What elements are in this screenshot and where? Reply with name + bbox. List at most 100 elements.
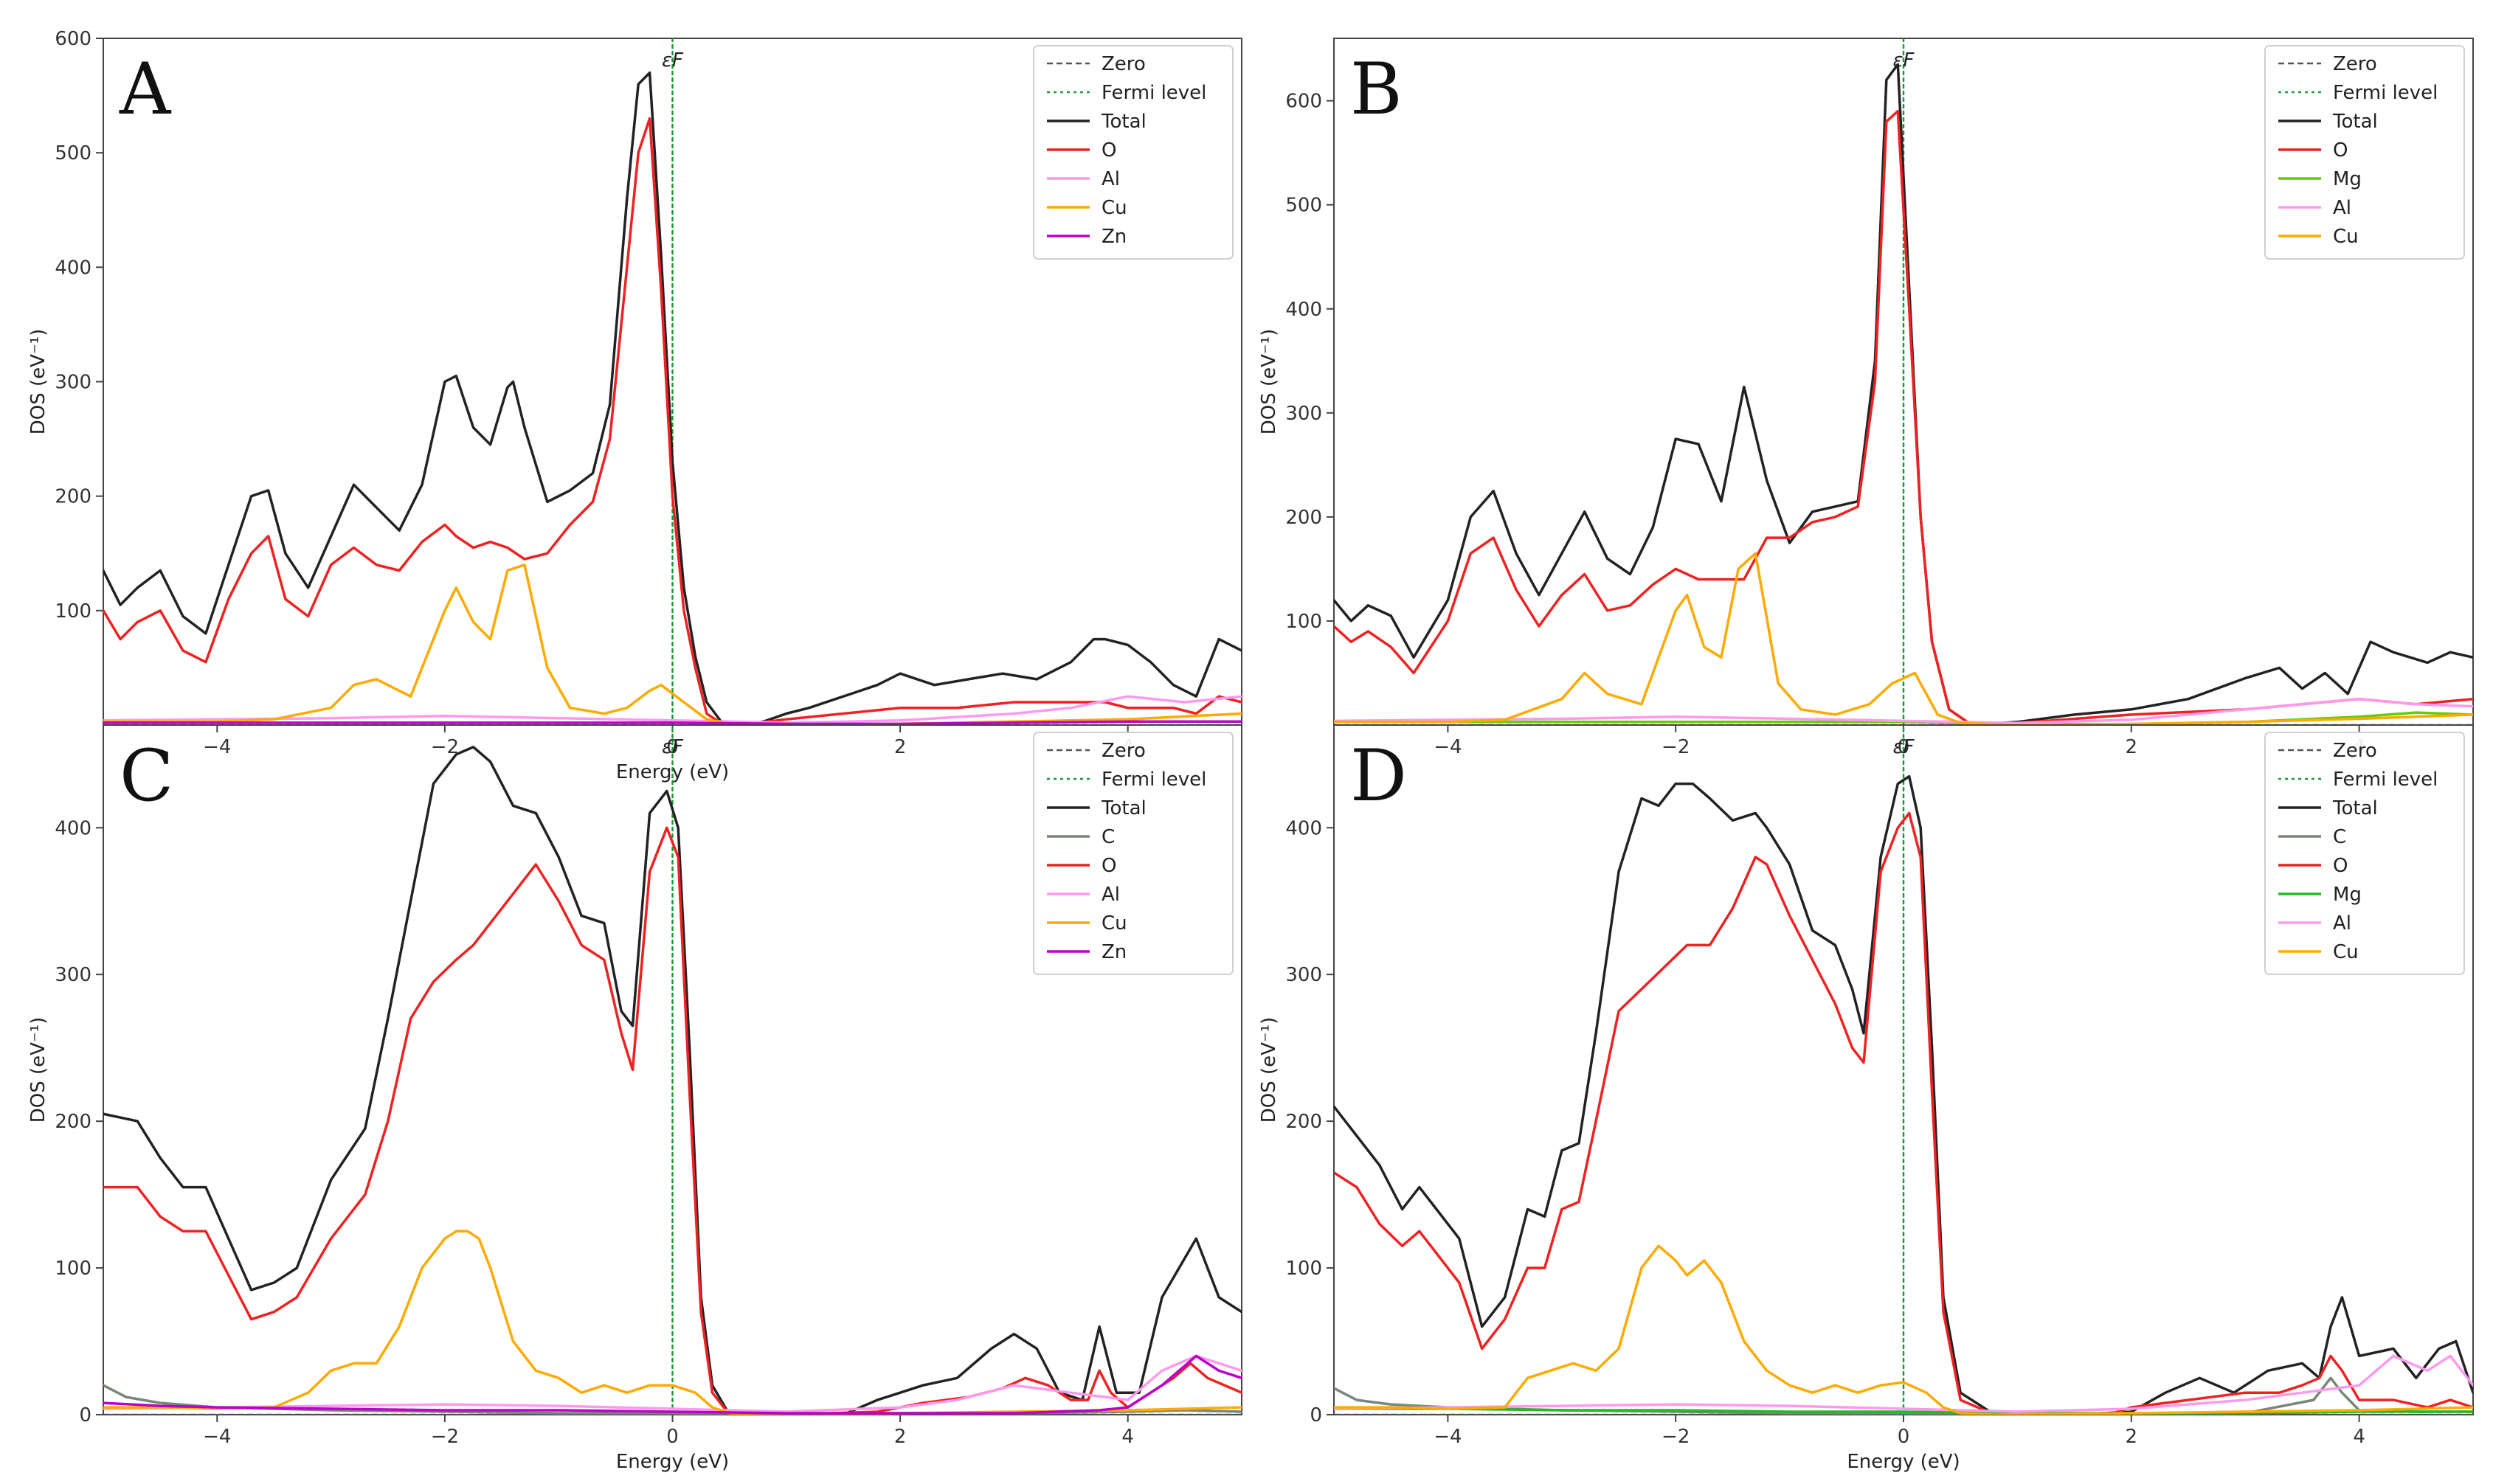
panel-d-fermi-label: εF — [1892, 736, 1915, 758]
panel-d-xtick-label: 2 — [2126, 1426, 2138, 1448]
panel-c-legend-label-al: Al — [1102, 884, 1120, 906]
panel-c: −4 −2 0 2 4 0 100 200 300 400 DOS (eV⁻¹) Energy (eV… — [27, 724, 1242, 1473]
panel-a-ytick-label: 300 — [55, 372, 91, 394]
panel-d-legend-label-zero: Zero — [2333, 740, 2377, 762]
panel-c-xtick-label: 0 — [666, 1426, 679, 1448]
panel-b-legend-label-mg: Mg — [2333, 168, 2362, 190]
panel-d-xtick-label: −2 — [1662, 1426, 1690, 1448]
panel-c-legend-label-total: Total — [1101, 797, 1147, 819]
panel-a-legend-label-fermi-level: Fermi level — [1102, 82, 1206, 104]
panel-c-ylabel: DOS (eV⁻¹) — [27, 1017, 49, 1123]
panel-b-series-group — [1334, 38, 2473, 725]
panel-b-legend: Zero Fermi level Total O Mg Al Cu — [2264, 45, 2465, 260]
panel-d-ytick-label: 0 — [1310, 1404, 1322, 1426]
panel-a: −4−2024100200300400500600DOS (eV⁻¹)Energ… — [27, 28, 1242, 783]
panel-c-ytick-label: 400 — [55, 817, 91, 839]
panel-a-legend: Zero Fermi level Total O Al Cu Zn — [1033, 45, 1234, 260]
panel-c-legend-box — [1033, 732, 1234, 975]
panel-d-series-cu — [1334, 1244, 2473, 1415]
panel-c-ytick-label: 300 — [55, 964, 91, 986]
panel-d-series-o — [1334, 811, 2473, 1415]
panel-a-letter: A — [119, 48, 172, 131]
panel-c-xtick-label: −2 — [431, 1426, 459, 1448]
panel-b-legend-label-total: Total — [2332, 111, 2378, 133]
panel-a-legend-label-zn: Zn — [1102, 226, 1127, 248]
panel-a-legend-label-o: O — [1102, 139, 1116, 162]
panel-a-ytick-label: 500 — [55, 142, 91, 164]
panel-a-legend-box — [1033, 45, 1234, 260]
panel-d-letter: D — [1350, 735, 1407, 817]
panel-c-xtick-label: 4 — [1121, 1426, 1134, 1448]
panel-a-series-group — [103, 38, 1242, 725]
panel-c-legend-label-zn: Zn — [1102, 941, 1127, 963]
panel-a-xtick-label: −4 — [203, 736, 231, 758]
panel-c-letter: C — [120, 735, 173, 817]
panel-d-ytick-label: 200 — [1285, 1111, 1322, 1133]
panel-b-legend-box — [2264, 45, 2465, 260]
panel-b-xtick-label: −2 — [1662, 736, 1690, 758]
panel-d-legend-label-total: Total — [2332, 797, 2378, 819]
panel-a-legend-label-cu: Cu — [1102, 197, 1127, 219]
panel-d-ylabel: DOS (eV⁻¹) — [1258, 1017, 1280, 1123]
panel-c-ytick-label: 200 — [55, 1111, 91, 1133]
panel-d-series-mg — [1334, 1407, 2473, 1415]
panel-b-letter: B — [1350, 48, 1403, 131]
panel-b-fermi-label: εF — [1892, 49, 1915, 72]
panel-b-legend-label-al: Al — [2333, 197, 2351, 219]
panel-c-legend-label-o: O — [1102, 855, 1116, 877]
panel-a-ytick-label: 200 — [55, 486, 91, 508]
panel-d-legend-label-fermi-level: Fermi level — [2333, 769, 2438, 791]
panel-c-fermi-label: εF — [662, 736, 684, 758]
panel-d-series-group — [1334, 725, 2473, 1415]
panel-a-series-o — [103, 117, 1242, 725]
panel-b-xtick-label: −4 — [1434, 736, 1462, 758]
panel-c-legend: Zero Fermi level Total CO Al Cu Zn — [1033, 732, 1234, 975]
panel-d-legend-label-al: Al — [2333, 912, 2351, 935]
panel-d-legend-label-o: O — [2333, 855, 2348, 877]
panel-d-legend-label-mg: Mg — [2333, 884, 2362, 906]
panel-d-ytick-label: 100 — [1285, 1258, 1322, 1280]
panel-b-legend-label-o: O — [2333, 139, 2348, 162]
panel-d-legend-label-c: C — [2333, 826, 2346, 848]
panel-c-xtick-label: −4 — [203, 1426, 231, 1448]
panel-b-ytick-label: 500 — [1285, 195, 1322, 217]
panel-c-legend-label-zero: Zero — [1102, 740, 1146, 762]
panel-a-ytick-label: 600 — [55, 28, 91, 50]
panel-c-ytick-label: 100 — [55, 1258, 91, 1280]
panel-a-xtick-label: 2 — [894, 736, 907, 758]
panel-b-ytick-label: 300 — [1285, 403, 1322, 425]
panel-b-series-al — [1334, 697, 2473, 724]
panel-a-ytick-label: 100 — [55, 600, 91, 623]
panel-c-xlabel: Energy (eV) — [616, 1451, 729, 1473]
panel-b-ytick-label: 400 — [1285, 299, 1322, 321]
panel-c-series-c — [103, 1384, 1242, 1415]
panel-d-xtick-label: 0 — [1898, 1426, 1910, 1448]
panel-d-legend-label-cu: Cu — [2333, 941, 2359, 963]
panel-a-xtick-label: −2 — [431, 736, 459, 758]
panel-b-ylabel: DOS (eV⁻¹) — [1258, 329, 1280, 434]
panel-a-legend-label-al: Al — [1102, 168, 1120, 190]
panel-b-ytick-label: 200 — [1285, 507, 1322, 529]
panel-b-legend-label-cu: Cu — [2333, 226, 2359, 248]
panel-a-ylabel: DOS (eV⁻¹) — [27, 329, 49, 434]
panel-d-legend: Zero Fermi level Total CO Mg Al Cu — [2264, 732, 2465, 975]
panel-c-series-total — [103, 746, 1242, 1415]
panel-c-legend-label-fermi-level: Fermi level — [1102, 769, 1206, 791]
panel-a-fermi-label: εF — [662, 49, 684, 72]
panel-a-series-zn — [103, 720, 1242, 725]
panel-b-series-total — [1334, 63, 2473, 725]
panel-a-series-total — [103, 71, 1242, 725]
panel-d-xlabel: Energy (eV) — [1847, 1451, 1960, 1473]
panel-d-series-total — [1334, 774, 2473, 1415]
panel-b: −4−2024100200300400500600DOS (eV⁻¹)εFBZe… — [1258, 38, 2474, 758]
panel-d-legend-box — [2264, 732, 2465, 975]
panel-d-xtick-label: 4 — [2353, 1426, 2365, 1448]
panel-c-legend-label-c: C — [1102, 826, 1115, 848]
panel-b-ytick-label: 600 — [1285, 91, 1322, 113]
panel-c-xtick-label: 2 — [894, 1426, 907, 1448]
panel-d-ytick-label: 300 — [1285, 964, 1322, 986]
panel-b-legend-label-zero: Zero — [2333, 53, 2377, 75]
panel-a-legend-label-zero: Zero — [1102, 53, 1146, 75]
panel-d: −4 −2 0 2 4 0 100 200 300 400 DOS (eV⁻¹) Energy (eV… — [1258, 724, 2474, 1473]
